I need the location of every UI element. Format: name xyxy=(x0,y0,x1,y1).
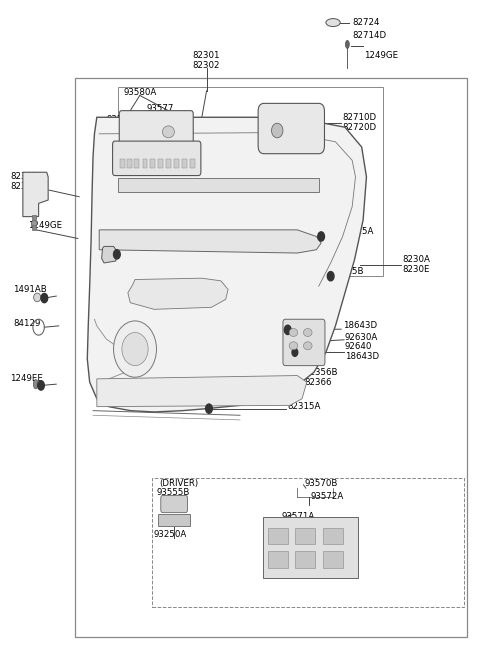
Text: 82241: 82241 xyxy=(321,166,348,175)
Bar xyxy=(268,551,288,568)
Text: 1249GE: 1249GE xyxy=(364,51,398,61)
Polygon shape xyxy=(99,230,321,253)
Ellipse shape xyxy=(162,126,174,138)
Text: 93577: 93577 xyxy=(147,104,174,113)
Bar xyxy=(152,478,464,607)
Text: 82315A: 82315A xyxy=(288,402,321,411)
Text: 82302: 82302 xyxy=(193,61,220,70)
Bar xyxy=(263,517,359,577)
Circle shape xyxy=(327,271,334,281)
Text: (DRIVER): (DRIVER) xyxy=(159,479,198,488)
Text: 18643D: 18643D xyxy=(343,321,377,331)
FancyBboxPatch shape xyxy=(119,110,193,149)
FancyBboxPatch shape xyxy=(283,319,325,366)
Ellipse shape xyxy=(32,221,37,226)
FancyBboxPatch shape xyxy=(258,103,324,154)
Text: 18643D: 18643D xyxy=(345,352,379,361)
Text: 82366: 82366 xyxy=(304,378,332,386)
Circle shape xyxy=(318,232,324,241)
Bar xyxy=(150,159,155,168)
Text: 82710B: 82710B xyxy=(262,154,295,164)
Bar xyxy=(33,215,36,230)
Circle shape xyxy=(292,348,298,356)
Text: 92630A: 92630A xyxy=(345,332,378,342)
Text: 1249GE: 1249GE xyxy=(28,221,62,229)
Bar xyxy=(75,78,467,637)
Bar xyxy=(295,551,315,568)
Text: 82720D: 82720D xyxy=(343,124,377,132)
Polygon shape xyxy=(23,172,48,217)
Bar xyxy=(143,159,147,168)
Text: 93250A: 93250A xyxy=(153,530,186,539)
Bar xyxy=(323,551,343,568)
Bar xyxy=(158,514,191,526)
Ellipse shape xyxy=(114,321,156,377)
Ellipse shape xyxy=(303,329,312,336)
Text: 82315A: 82315A xyxy=(340,227,373,236)
Bar xyxy=(158,159,163,168)
Bar xyxy=(118,88,383,276)
Text: 82393A: 82393A xyxy=(10,172,43,182)
Text: 82231: 82231 xyxy=(321,156,348,165)
Bar xyxy=(120,159,124,168)
Circle shape xyxy=(284,325,291,334)
Polygon shape xyxy=(128,278,228,309)
Circle shape xyxy=(114,250,120,259)
Text: 93576B: 93576B xyxy=(107,115,140,124)
FancyBboxPatch shape xyxy=(161,495,188,513)
Ellipse shape xyxy=(272,123,283,138)
FancyBboxPatch shape xyxy=(113,141,201,176)
Text: 82301: 82301 xyxy=(193,51,220,61)
Text: 82714D: 82714D xyxy=(352,31,386,41)
Text: 82394A: 82394A xyxy=(10,182,43,192)
Ellipse shape xyxy=(34,293,41,302)
Text: 82710D: 82710D xyxy=(343,113,377,122)
Text: 82356B: 82356B xyxy=(304,368,338,377)
Ellipse shape xyxy=(346,41,349,49)
Bar xyxy=(134,159,139,168)
Ellipse shape xyxy=(34,380,38,389)
Polygon shape xyxy=(87,117,366,412)
Bar xyxy=(127,159,132,168)
Bar xyxy=(295,528,315,545)
Text: 84129: 84129 xyxy=(13,319,41,329)
Bar xyxy=(166,159,171,168)
Text: 82720B: 82720B xyxy=(262,164,295,173)
Bar xyxy=(182,159,187,168)
Bar xyxy=(323,528,343,545)
Ellipse shape xyxy=(289,342,298,350)
Text: 92640: 92640 xyxy=(345,342,372,351)
Ellipse shape xyxy=(303,342,312,350)
Polygon shape xyxy=(102,247,116,263)
Ellipse shape xyxy=(289,329,298,336)
Text: 82724: 82724 xyxy=(352,18,380,27)
Ellipse shape xyxy=(326,19,340,27)
Text: 82315B: 82315B xyxy=(331,267,364,276)
Polygon shape xyxy=(97,376,307,407)
Text: 93555B: 93555B xyxy=(156,488,190,497)
Text: 96320C: 96320C xyxy=(101,232,134,241)
Text: 93570B: 93570B xyxy=(304,479,338,488)
Circle shape xyxy=(37,381,44,390)
Text: 93571A: 93571A xyxy=(282,512,315,521)
Ellipse shape xyxy=(122,332,148,366)
Bar xyxy=(268,528,288,545)
Bar xyxy=(118,178,319,192)
Circle shape xyxy=(205,404,212,413)
Text: 82315D: 82315D xyxy=(104,221,138,229)
Text: 8230A: 8230A xyxy=(402,255,430,264)
Text: 8230E: 8230E xyxy=(402,265,430,274)
Bar xyxy=(174,159,179,168)
Text: 93572A: 93572A xyxy=(311,492,344,501)
Text: 93580A: 93580A xyxy=(123,88,156,97)
Text: 1491AB: 1491AB xyxy=(13,285,47,294)
Circle shape xyxy=(41,293,48,303)
Text: 96310: 96310 xyxy=(101,242,128,251)
Bar xyxy=(190,159,195,168)
Text: 1249EE: 1249EE xyxy=(10,374,43,383)
